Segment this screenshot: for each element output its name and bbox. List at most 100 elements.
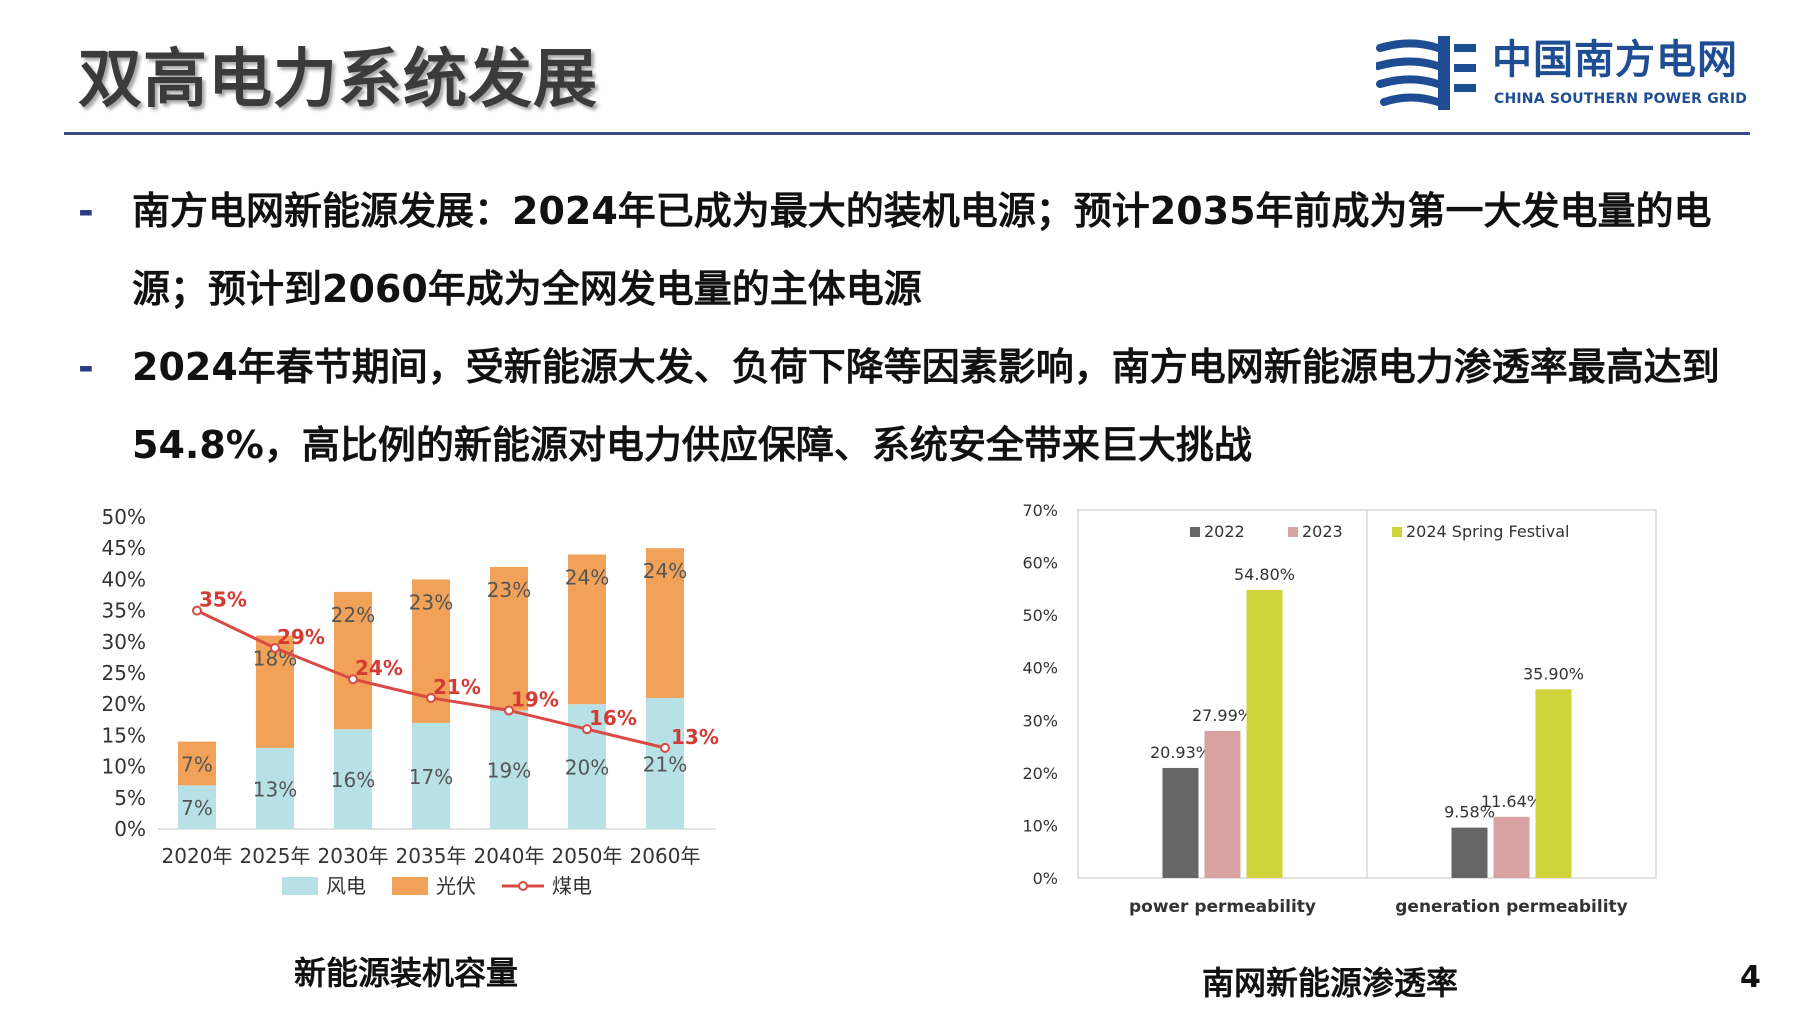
company-logo: 中国南方电网 CHINA SOUTHERN POWER GRID: [1376, 36, 1772, 110]
wind-data-label: 19%: [487, 759, 531, 783]
wind-data-label: 7%: [181, 796, 213, 820]
y-axis-tick-label: 30%: [102, 630, 146, 654]
legend-label-bar-2022: 2022: [1204, 522, 1245, 541]
coal-data-label: 21%: [433, 675, 481, 699]
data-label: 9.58%: [1444, 803, 1495, 822]
y-axis-tick-label: 5%: [114, 786, 146, 810]
y-axis-tick-label: 35%: [102, 599, 146, 623]
wind-bar-segment: [646, 697, 684, 829]
wind-bar-segment: [490, 710, 528, 829]
solar-data-label: 24%: [565, 565, 609, 589]
coal-data-label: 13%: [671, 725, 719, 749]
x-axis-tick-label: 2050年: [552, 844, 623, 868]
data-label: 27.99%: [1192, 706, 1253, 725]
solar-data-label: 24%: [643, 559, 687, 583]
wind-data-label: 16%: [331, 768, 375, 792]
y-axis-tick-label: 40%: [1022, 659, 1058, 678]
solar-bar-segment: [568, 554, 606, 705]
y-axis-tick-label: 15%: [102, 723, 146, 747]
coal-data-label: 29%: [277, 625, 325, 649]
x-axis-tick-label: 2030年: [318, 844, 389, 868]
legend-swatch-bar-2023: [1288, 527, 1298, 537]
logo-chinese-text: 中国南方电网: [1492, 37, 1738, 83]
wind-bar-segment: [334, 729, 372, 829]
y-axis-tick-label: 50%: [102, 505, 146, 529]
wind-data-label: 13%: [253, 777, 297, 801]
penetration-rate-chart: 0% 10% 20% 30% 40% 50% 60% 70% 20.93% 27.99% 54.80…: [1022, 501, 1657, 917]
coal-point: [270, 643, 280, 654]
solar-data-label: 23%: [487, 578, 531, 602]
y-axis-tick-label: 45%: [102, 536, 146, 560]
y-axis-tick-label: 20%: [1022, 764, 1058, 783]
coal-point: [582, 724, 592, 735]
wind-bar-segment: [256, 747, 294, 829]
logo-english-text: CHINA SOUTHERN POWER GRID: [1494, 91, 1748, 107]
page-title: 双高电力系统发展: [78, 43, 598, 117]
legend-marker-coal: [518, 881, 528, 891]
y-axis-tick-label: 0%: [1033, 869, 1058, 888]
bar-2023: [1493, 816, 1530, 878]
x-axis-tick-label: 2020年: [162, 844, 233, 868]
wind-data-label: 20%: [565, 756, 609, 780]
x-axis-tick-label: 2035年: [396, 844, 467, 868]
bar-2023: [1204, 730, 1241, 878]
solar-data-label: 7%: [181, 752, 213, 776]
legend-swatch-bar-2022: [1190, 527, 1200, 537]
y-axis-tick-label: 50%: [1022, 606, 1058, 625]
solar-bar-segment: [646, 548, 684, 698]
coal-point: [504, 705, 514, 716]
page-number: 4: [1740, 960, 1761, 995]
bar-2022: [1451, 827, 1488, 878]
bullet-list: - 南方电网新能源发展：2024年已成为最大的装机电源；预计2035年前成为第一…: [78, 172, 1768, 484]
bullet-marker: -: [78, 189, 94, 233]
x-axis-tick-label: 2040年: [474, 844, 545, 868]
legend-label-coal: 煤电: [552, 874, 592, 898]
penetration-chart-caption: 南网新能源渗透率: [1201, 964, 1458, 1002]
y-axis-tick-label: 70%: [1022, 501, 1058, 520]
installed-capacity-chart: 0% 5% 10% 15% 20% 25% 30% 35% 40% 45% 50% 7% 7% 2020年…: [102, 505, 719, 898]
bar-2024-spring-festival: [1246, 589, 1283, 878]
bullet-text: 2024年春节期间，受新能源大发、负荷下降等因素影响，南方电网新能源电力渗透率最…: [132, 345, 1720, 467]
coal-data-label: 19%: [511, 687, 559, 711]
legend-label-solar: 光伏: [436, 874, 476, 898]
coal-point: [660, 742, 670, 753]
x-axis-tick-label: 2060年: [630, 844, 701, 868]
coal-data-label: 35%: [199, 588, 247, 612]
wind-bar-segment: [412, 722, 450, 829]
china-southern-power-grid-emblem-icon: [1376, 36, 1476, 110]
y-axis-tick-label: 25%: [102, 661, 146, 685]
bar-2024-spring-festival: [1535, 689, 1572, 878]
coal-point: [192, 605, 202, 616]
legend-swatch-solar: [392, 877, 428, 895]
y-axis-tick-label: 30%: [1022, 711, 1058, 730]
legend-label-wind: 风电: [326, 874, 366, 898]
coal-data-label: 16%: [589, 706, 637, 730]
solar-bar-segment: [178, 741, 216, 786]
y-axis-tick-label: 10%: [1022, 816, 1058, 835]
capacity-chart-caption: 新能源装机容量: [293, 954, 518, 992]
x-axis-tick-label: 2025年: [240, 844, 311, 868]
y-axis-tick-label: 40%: [102, 567, 146, 591]
coal-point: [348, 674, 358, 685]
data-label: 35.90%: [1523, 664, 1584, 683]
legend-label-bar-2024-spring-festival: 2024 Spring Festival: [1406, 522, 1569, 541]
bullet-text: 南方电网新能源发展：2024年已成为最大的装机电源；预计2035年前成为第一大发…: [132, 189, 1712, 311]
y-axis-tick-label: 10%: [102, 755, 146, 779]
bullet-item: - 2024年春节期间，受新能源大发、负荷下降等因素影响，南方电网新能源电力渗透…: [78, 328, 1768, 484]
solar-data-label: 22%: [331, 603, 375, 627]
data-label: 54.80%: [1234, 565, 1295, 584]
y-axis-tick-label: 0%: [114, 817, 146, 841]
coal-data-label: 24%: [355, 656, 403, 680]
data-label: 11.64%: [1481, 792, 1542, 811]
solar-bar-segment: [490, 566, 528, 711]
x-axis-category-label: generation permeability: [1395, 897, 1628, 917]
x-axis-category-label: power permeability: [1129, 897, 1316, 917]
wind-data-label: 17%: [409, 765, 453, 789]
legend-swatch-wind: [282, 877, 318, 895]
data-label: 20.93%: [1150, 743, 1211, 762]
y-axis-tick-label: 60%: [1022, 554, 1058, 573]
bullet-item: - 南方电网新能源发展：2024年已成为最大的装机电源；预计2035年前成为第一…: [78, 172, 1768, 328]
solar-data-label: 23%: [409, 590, 453, 614]
solar-bar-segment: [334, 591, 372, 730]
